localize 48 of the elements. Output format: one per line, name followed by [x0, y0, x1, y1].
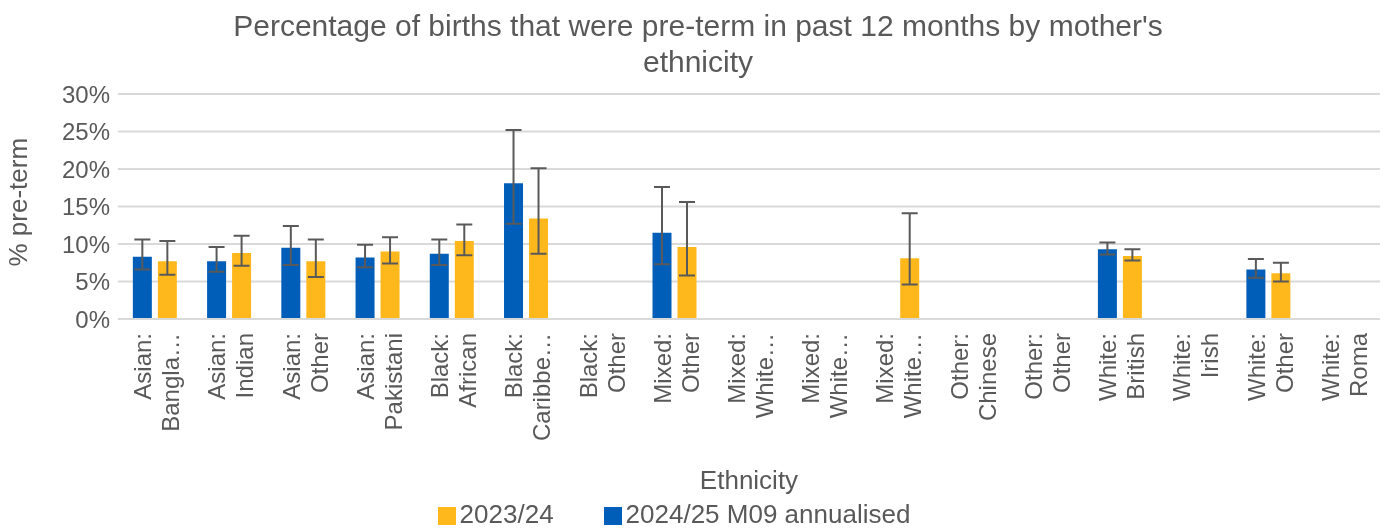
- bar: [454, 241, 474, 319]
- bar: [900, 258, 920, 319]
- y-tick-label: 30%: [61, 80, 110, 108]
- bar: [652, 232, 672, 319]
- x-tick-label: White: Other: [1242, 333, 1298, 402]
- bar: [207, 261, 227, 319]
- x-tick-label: Mixed: White…: [723, 333, 778, 419]
- x-tick-label: Black: African: [426, 333, 482, 408]
- y-tick-label: 15%: [61, 193, 110, 221]
- bar: [306, 261, 326, 319]
- y-tick-label: 5%: [75, 268, 110, 296]
- x-tick-label: Asian: Indian: [203, 333, 259, 400]
- legend-label: 2023/24: [459, 499, 554, 529]
- x-tick-label: Black: Caribbe…: [500, 333, 556, 442]
- bar: [529, 218, 549, 319]
- bar: [1271, 273, 1291, 319]
- x-tick-label: Asian: Pakistani: [351, 333, 407, 431]
- bar: [132, 256, 152, 319]
- x-tick-label: Other: Chinese: [945, 333, 1001, 422]
- y-tick-label: 20%: [61, 155, 110, 183]
- bar: [504, 183, 524, 319]
- bar: [157, 261, 177, 319]
- x-tick-label: Black: Other: [574, 333, 630, 399]
- y-tick-label: 10%: [61, 230, 110, 258]
- x-tick-label: White: British: [1094, 333, 1150, 402]
- bar: [429, 253, 449, 319]
- legend-label: 2024/25 M09 annualised: [625, 499, 911, 529]
- x-tick-label: Mixed: White…: [871, 333, 927, 419]
- bar: [1097, 249, 1117, 319]
- x-tick-label: White: Roma: [1316, 332, 1372, 402]
- x-tick-label: White: Irish: [1168, 333, 1224, 402]
- bar: [281, 247, 301, 319]
- bar: [1246, 269, 1266, 319]
- x-tick-label: Mixed: Other: [648, 333, 704, 404]
- bar: [1122, 256, 1142, 319]
- bar: [380, 251, 400, 319]
- y-axis-title: % pre-term: [3, 137, 34, 267]
- bar: [677, 247, 697, 319]
- chart-title: Percentage of births that were pre-term in past 12 months by mother's ethnicity: [232, 8, 1164, 80]
- x-tick-label: Other: Other: [1019, 333, 1075, 400]
- y-tick-label: 25%: [61, 118, 110, 146]
- bar: [232, 253, 252, 319]
- y-tick-label: 0%: [75, 305, 110, 333]
- x-tick-label: Mixed: White…: [797, 333, 853, 419]
- bar: [355, 257, 375, 319]
- x-tick-label: Asian: Bangla…: [129, 333, 185, 432]
- x-axis-title: Ethnicity: [699, 465, 799, 495]
- x-tick-label: Asian: Other: [277, 333, 333, 400]
